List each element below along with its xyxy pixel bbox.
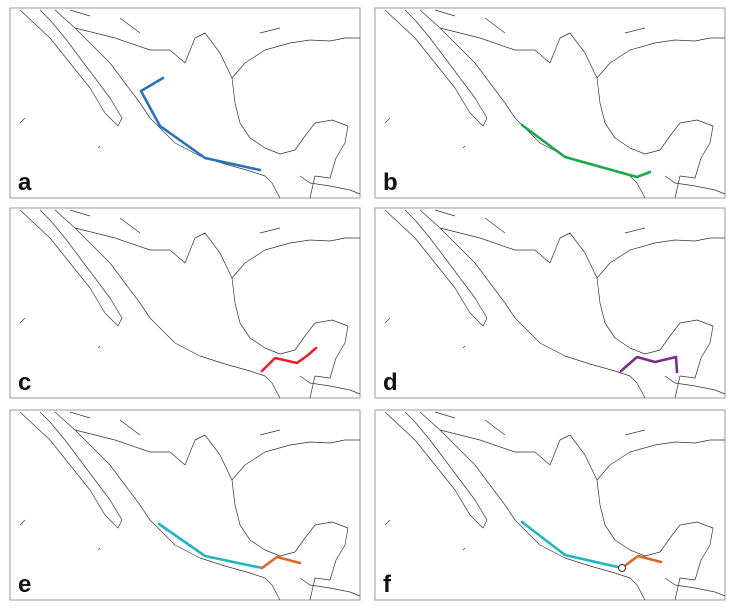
panel-label: a [18,169,32,196]
panel-label: f [383,571,392,598]
map-panel: c [9,207,361,399]
panel-label: b [383,169,398,196]
coastline [19,9,361,199]
route [620,554,663,570]
coastline [384,209,726,399]
panel-label: d [383,369,398,396]
route [157,522,264,570]
coastline [19,411,361,601]
route [520,123,652,179]
map-panel: b [374,7,726,199]
panel-label: c [18,369,31,396]
panel-frame [374,7,726,199]
panel-frame [374,409,726,601]
route [619,355,679,374]
panel-frame [9,207,361,399]
panel-frame [374,207,726,399]
panel-frame [9,7,361,199]
route [139,76,262,172]
map-panel: e [9,409,361,601]
junction-marker [618,564,626,572]
panel-frame [9,409,361,601]
panel-label: e [18,571,31,598]
map-panel: a [9,7,361,199]
map-panel: d [374,207,726,399]
map-panel: f [374,409,726,601]
route [520,520,624,570]
route [260,346,318,373]
coastline [384,411,726,601]
coastline [19,209,361,399]
route [260,555,302,570]
